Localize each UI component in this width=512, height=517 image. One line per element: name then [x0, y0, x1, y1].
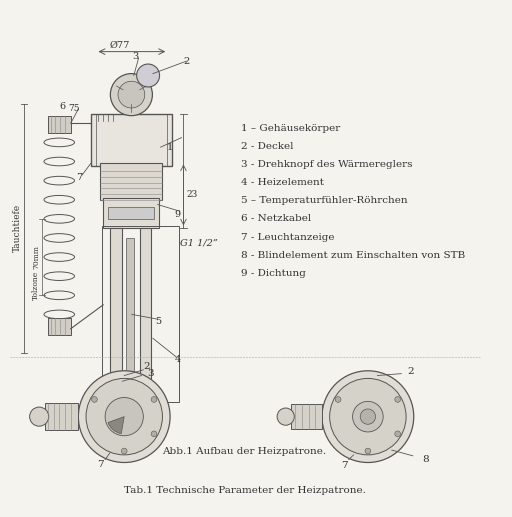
Circle shape — [92, 397, 97, 402]
Circle shape — [118, 81, 145, 108]
Circle shape — [151, 397, 157, 402]
Bar — [140, 229, 151, 391]
Text: 1: 1 — [167, 143, 174, 151]
Circle shape — [121, 448, 127, 454]
Text: 9: 9 — [175, 209, 181, 219]
Circle shape — [353, 401, 383, 432]
Text: 1 – Gehäusekörper: 1 – Gehäusekörper — [241, 124, 340, 132]
Bar — [110, 229, 122, 391]
Circle shape — [78, 371, 170, 463]
Circle shape — [395, 431, 400, 437]
Text: 75: 75 — [69, 104, 80, 113]
Circle shape — [30, 407, 49, 426]
Text: 4: 4 — [175, 355, 181, 364]
Circle shape — [277, 408, 294, 425]
Text: Ø77: Ø77 — [109, 40, 130, 50]
Bar — [48, 116, 71, 133]
Text: 7: 7 — [340, 461, 347, 470]
Text: 7: 7 — [76, 173, 83, 183]
Text: 2: 2 — [143, 362, 150, 371]
Text: Abb.1 Aufbau der Heizpatrone.: Abb.1 Aufbau der Heizpatrone. — [162, 447, 327, 455]
Text: 7: 7 — [97, 460, 103, 469]
Text: 4 - Heizelement: 4 - Heizelement — [241, 178, 324, 187]
Circle shape — [360, 409, 375, 424]
Circle shape — [86, 378, 162, 455]
Circle shape — [395, 397, 400, 402]
Text: 5: 5 — [155, 316, 161, 326]
Text: Tauchtiefe: Tauchtiefe — [13, 204, 22, 252]
Bar — [102, 225, 179, 402]
Circle shape — [335, 397, 341, 402]
Circle shape — [105, 398, 143, 436]
Text: 23: 23 — [186, 190, 198, 200]
Bar — [126, 238, 134, 381]
Text: 2: 2 — [183, 57, 190, 66]
Text: 3: 3 — [147, 369, 154, 378]
Text: 6: 6 — [59, 102, 66, 111]
Bar — [103, 198, 159, 229]
Text: 70mm: 70mm — [32, 245, 40, 269]
Text: 3: 3 — [132, 52, 138, 61]
Text: 6 - Netzkabel: 6 - Netzkabel — [241, 215, 311, 223]
Circle shape — [137, 64, 160, 87]
Text: 8 - Blindelement zum Einschalten von STB: 8 - Blindelement zum Einschalten von STB — [241, 251, 465, 260]
Circle shape — [151, 431, 157, 437]
Circle shape — [365, 448, 371, 454]
Bar — [45, 403, 78, 430]
Text: 5 – Temperaturfühler-Röhrchen: 5 – Temperaturfühler-Röhrchen — [241, 196, 408, 205]
Bar — [291, 404, 322, 429]
Circle shape — [111, 73, 153, 116]
Circle shape — [330, 378, 406, 455]
Text: 3 - Drehknopf des Wärmereglers: 3 - Drehknopf des Wärmereglers — [241, 160, 412, 169]
Bar — [48, 318, 71, 336]
Text: Tolzone: Tolzone — [32, 271, 40, 300]
Wedge shape — [108, 417, 124, 434]
Text: 2: 2 — [408, 367, 414, 376]
Text: G1 1/2”: G1 1/2” — [180, 238, 218, 247]
Circle shape — [322, 371, 414, 463]
Bar — [108, 207, 154, 219]
Text: 8: 8 — [422, 455, 429, 464]
Text: 9 - Dichtung: 9 - Dichtung — [241, 269, 306, 278]
Bar — [100, 163, 162, 200]
Text: 2 - Deckel: 2 - Deckel — [241, 142, 293, 151]
Bar — [91, 114, 172, 166]
Text: Tab.1 Technische Parameter der Heizpatrone.: Tab.1 Technische Parameter der Heizpatro… — [124, 485, 366, 495]
Text: 7 - Leuchtanzeige: 7 - Leuchtanzeige — [241, 233, 334, 241]
